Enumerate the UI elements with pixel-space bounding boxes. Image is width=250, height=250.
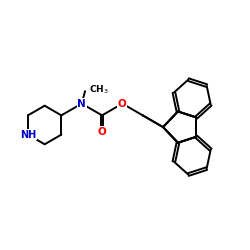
Text: O: O (98, 127, 106, 137)
Text: CH$_3$: CH$_3$ (90, 84, 109, 96)
Text: N: N (77, 98, 86, 108)
Text: O: O (118, 98, 127, 108)
Text: NH: NH (20, 130, 36, 140)
